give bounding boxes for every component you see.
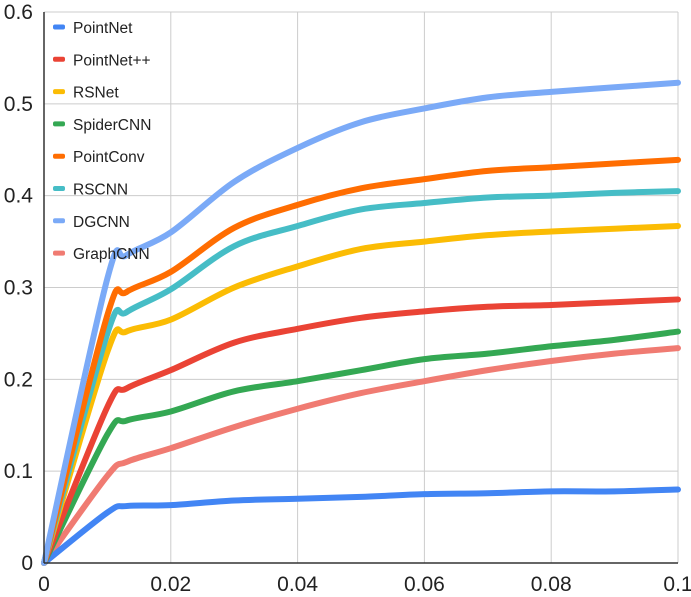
series-lines	[41, 79, 681, 566]
legend-swatch	[53, 24, 65, 30]
series-line-dgcnn	[41, 79, 681, 566]
legend-label: GraphCNN	[73, 246, 150, 263]
x-tick-label: 0.06	[404, 573, 445, 596]
legend-swatch	[53, 56, 65, 62]
y-tick-label: 0.3	[4, 277, 33, 300]
legend-swatch	[53, 89, 65, 95]
series-line-rscnn	[41, 188, 681, 566]
axes: 0 0.1 0.2 0.3 0.4 0.5 0.6 0 0.02 0.04 0.06 0.08 0.1	[4, 1, 691, 596]
y-tick-label: 0.1	[4, 460, 33, 483]
series-line-pointconv	[41, 156, 681, 566]
legend-label: PointNet	[73, 20, 133, 37]
legend-label: PointNet++	[73, 52, 151, 69]
legend-label: SpiderCNN	[73, 117, 151, 134]
x-tick-label: 0.08	[531, 573, 572, 596]
legend: PointNet PointNet++ RSNet SpiderCNN PointCon…	[53, 20, 151, 263]
y-tick-label: 0.5	[4, 93, 33, 116]
legend-label: RSCNN	[73, 182, 128, 199]
legend-swatch	[53, 250, 65, 256]
legend-swatch	[53, 218, 65, 224]
series-line-pointnet	[41, 486, 681, 566]
legend-label: PointConv	[73, 149, 145, 166]
x-tick-label: 0.1	[663, 573, 691, 596]
y-tick-label: 0.6	[4, 1, 33, 24]
series-line-pointnetplusplus	[41, 296, 681, 566]
legend-label: RSNet	[73, 85, 119, 102]
legend-swatch	[53, 121, 65, 127]
legend-swatch	[53, 186, 65, 191]
x-tick-label: 0	[38, 573, 50, 596]
legend-label: DGCNN	[73, 214, 130, 231]
series-line-rsnet	[41, 222, 681, 566]
series-line-spidercnn	[41, 328, 681, 566]
y-tick-label: 0.4	[4, 185, 34, 208]
y-tick-label: 0	[21, 552, 33, 575]
x-tick-label: 0.02	[150, 573, 191, 596]
series-line-graphcnn	[41, 345, 681, 566]
legend-swatch	[53, 153, 65, 159]
y-tick-label: 0.2	[4, 368, 33, 391]
x-tick-label: 0.04	[277, 573, 318, 596]
